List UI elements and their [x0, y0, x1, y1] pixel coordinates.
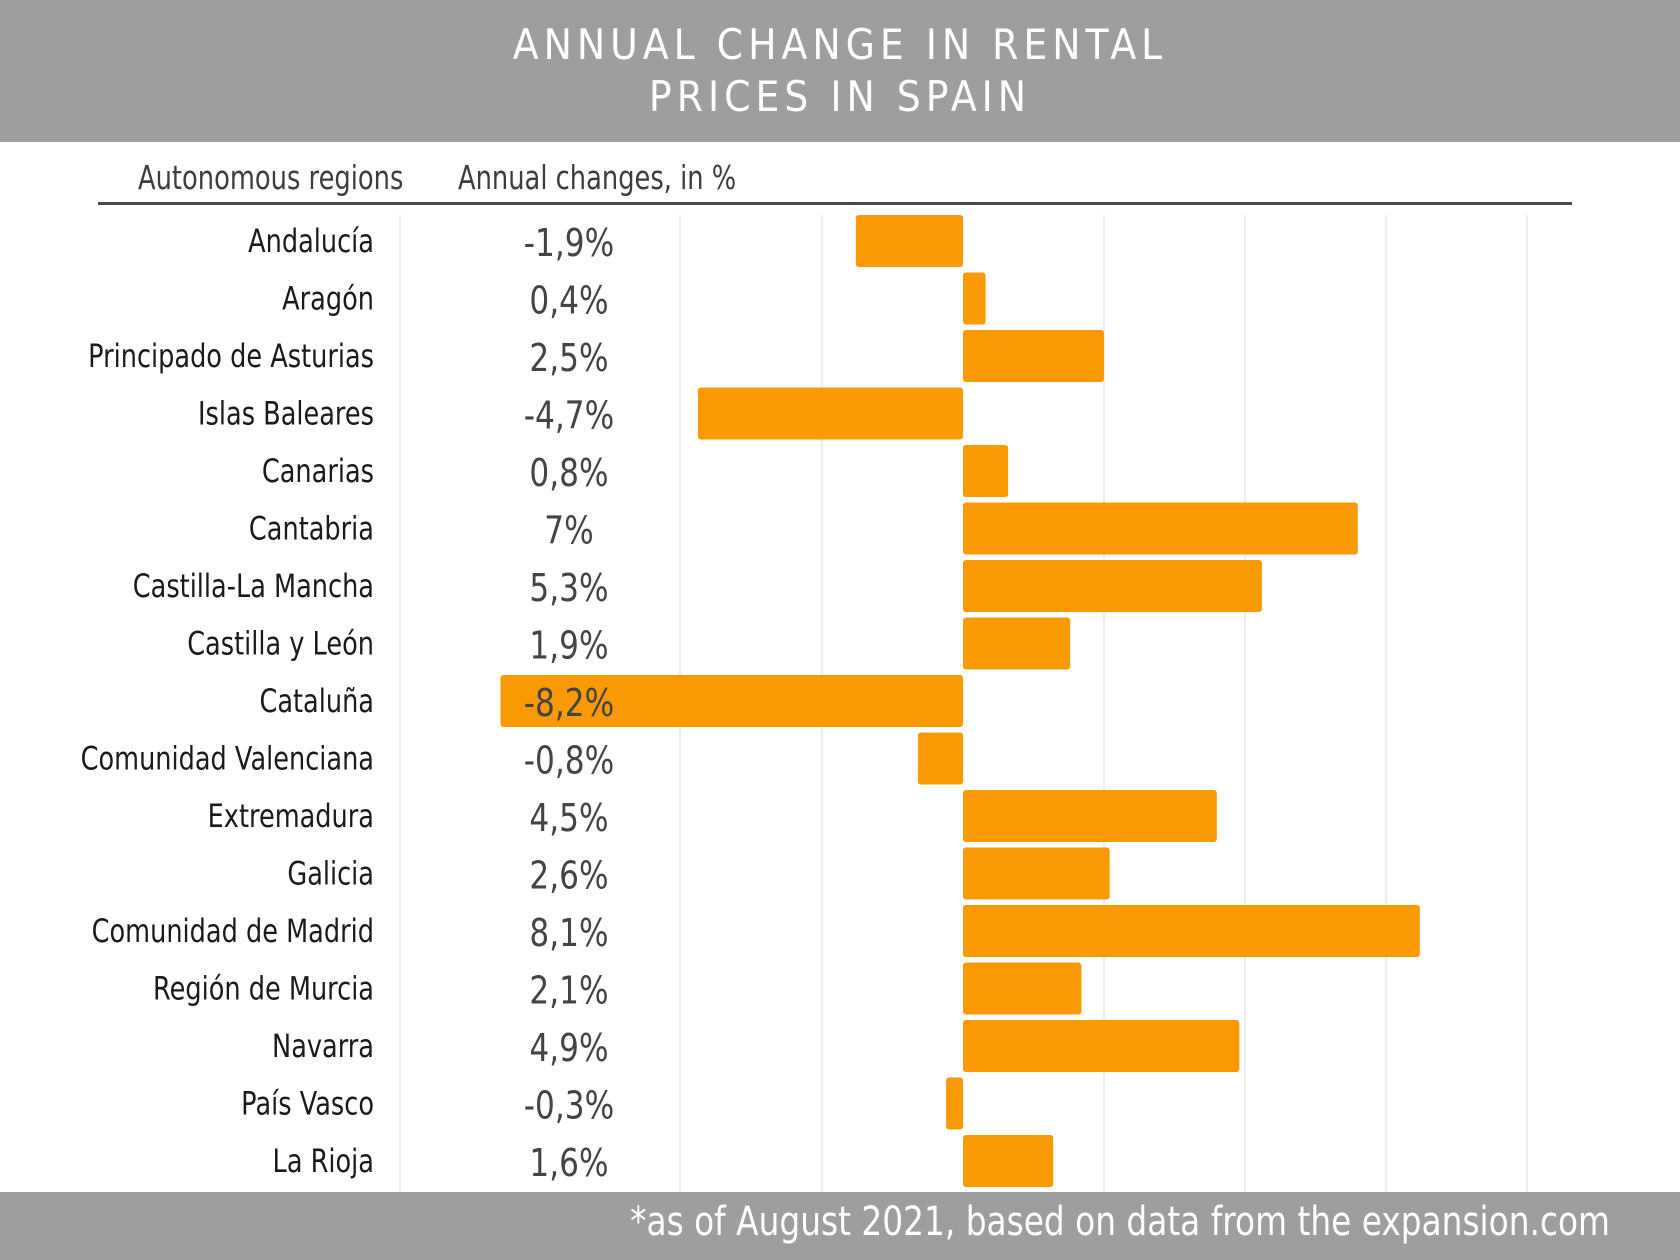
- value-label: 1,9%: [529, 625, 608, 669]
- changes-column-header: Annual changes, in %: [458, 158, 737, 197]
- value-label: 8,1%: [529, 912, 608, 956]
- bar-6: [963, 560, 1262, 612]
- bar-10: [963, 790, 1217, 842]
- value-label: 0,4%: [529, 280, 608, 324]
- header-rule: [98, 202, 1572, 205]
- region-label: Navarra: [272, 1027, 374, 1065]
- bar-16: [963, 1135, 1054, 1187]
- bar-1: [963, 272, 986, 325]
- value-label: 4,5%: [529, 797, 608, 841]
- region-label: Comunidad de Madrid: [92, 912, 374, 950]
- bar-9: [917, 732, 963, 785]
- value-label: 5,3%: [529, 567, 608, 611]
- bar-15: [946, 1077, 963, 1130]
- chart-title-line-1: ANNUAL CHANGE IN RENTAL: [512, 20, 1168, 69]
- bar-7: [963, 617, 1071, 670]
- bar-14: [963, 1020, 1240, 1072]
- region-label: Aragón: [282, 280, 374, 318]
- region-label: Islas Baleares: [198, 395, 374, 433]
- value-label: 7%: [544, 510, 593, 554]
- bar-0: [855, 215, 963, 267]
- chart-footer: *as of August 2021, based on data from t…: [0, 1192, 1680, 1260]
- bar-8: [500, 675, 963, 727]
- region-label: Castilla-La Mancha: [133, 567, 374, 605]
- region-label: Canarias: [262, 452, 374, 490]
- bar-11: [963, 847, 1110, 900]
- value-label: 4,9%: [529, 1027, 608, 1071]
- region-label: Andalucía: [248, 222, 374, 260]
- value-label: -0,3%: [524, 1085, 614, 1129]
- value-label: 2,1%: [529, 970, 608, 1014]
- value-label: 0,8%: [529, 452, 608, 496]
- region-label: Extremadura: [208, 797, 374, 835]
- value-label: -8,2%: [524, 682, 614, 726]
- region-label: País Vasco: [241, 1085, 374, 1123]
- value-label: -4,7%: [524, 395, 614, 439]
- value-label: 2,5%: [529, 337, 608, 381]
- region-label: Región de Murcia: [153, 970, 374, 1008]
- value-label: -0,8%: [524, 740, 614, 784]
- regions-column-header: Autonomous regions: [138, 158, 404, 197]
- bar-12: [963, 905, 1420, 957]
- bar-2: [963, 330, 1104, 382]
- bar-3: [697, 387, 963, 440]
- value-label: 1,6%: [529, 1142, 608, 1186]
- region-label: Cataluña: [259, 682, 374, 720]
- bar-chart: Andalucía -1,9% Aragón 0,4% Principado de As…: [81, 215, 1528, 1192]
- bar-13: [963, 962, 1082, 1015]
- region-label: La Rioja: [273, 1142, 374, 1180]
- region-label: Cantabria: [249, 510, 374, 548]
- chart-header: ANNUAL CHANGE IN RENTAL PRICES IN SPAIN: [0, 0, 1680, 142]
- region-label: Castilla y León: [187, 625, 374, 663]
- region-label: Comunidad Valenciana: [81, 740, 374, 778]
- bar-4: [963, 445, 1009, 497]
- region-label: Galicia: [287, 855, 374, 893]
- bar-5: [963, 502, 1358, 555]
- chart-title-line-2: PRICES IN SPAIN: [648, 72, 1032, 121]
- region-label: Principado de Asturias: [88, 337, 374, 375]
- value-label: -1,9%: [524, 222, 614, 266]
- value-label: 2,6%: [529, 855, 608, 899]
- source-note: *as of August 2021, based on data from t…: [630, 1199, 1610, 1245]
